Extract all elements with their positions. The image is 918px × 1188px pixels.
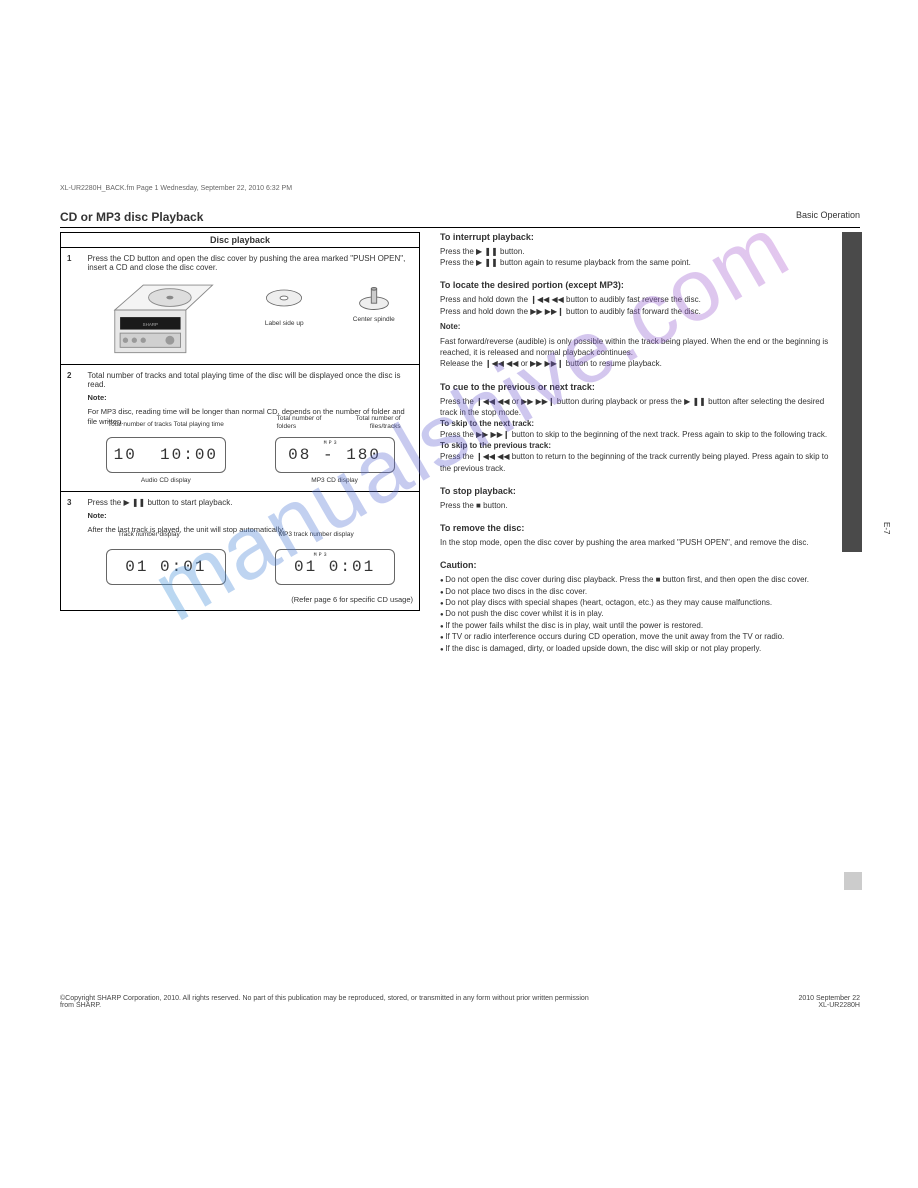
- caution-item: Do not push the disc cover whilst it is …: [440, 608, 840, 619]
- locate-title: To locate the desired portion (except MP…: [440, 280, 840, 290]
- caution-item: Do not play discs with special shapes (h…: [440, 597, 840, 608]
- caution-item: Do not open the disc cover during disc p…: [440, 574, 840, 585]
- file-header-line: XL-UR2280H_BACK.fm Page 1 Wednesday, Sep…: [60, 185, 860, 192]
- caution-list: Do not open the disc cover during disc p…: [440, 574, 840, 654]
- lcd-value-files: 180: [346, 446, 381, 464]
- cd-illustration: [264, 278, 304, 318]
- play-pause-icon: ▶ ❚❚: [476, 246, 498, 257]
- label-side-up: Label side up: [264, 320, 304, 328]
- interrupt-line1: Press the ▶ ❚❚ button.: [440, 246, 840, 257]
- lcd-panel: MP3 08 - 180: [275, 437, 395, 473]
- play-pause-icon: ▶ ❚❚: [123, 498, 145, 507]
- skip-back-body: Press the ❙◀◀ ◀◀ button to return to the…: [440, 451, 840, 473]
- play-pause-icon: ▶ ❚❚: [476, 257, 498, 268]
- caution-item: Do not place two discs in the disc cover…: [440, 586, 840, 597]
- interrupt-line2: Press the ▶ ❚❚ button again to resume pl…: [440, 257, 840, 268]
- spindle-illustration: [356, 278, 392, 314]
- step-3: 3 Press the ▶ ❚❚ button to start playbac…: [61, 492, 419, 610]
- forward-icon: ▶▶ ▶▶❙: [530, 358, 564, 369]
- forward-icon: ▶▶ ▶▶❙: [476, 429, 510, 440]
- locate-line2: Press and hold down the ▶▶ ▶▶❙ button to…: [440, 306, 840, 317]
- page-header: CD or MP3 disc Playback Basic Operation: [60, 210, 860, 228]
- forward-icon: ▶▶ ▶▶❙: [530, 306, 564, 317]
- play-pause-icon: ▶ ❚❚: [684, 396, 706, 407]
- lcd-value-tracks: 10: [114, 446, 137, 464]
- mp3-indicator: MP3: [324, 440, 339, 446]
- rewind-icon: ❙◀◀ ◀◀: [476, 396, 510, 407]
- stop-icon: ■: [476, 500, 481, 511]
- caution-block: Caution: Do not open the disc cover duri…: [440, 560, 840, 654]
- left-column: Disc playback 1 Press the CD button and …: [60, 232, 420, 666]
- remove-title: To remove the disc:: [440, 523, 840, 533]
- lcd-panel: MP3 01 0:01: [275, 549, 395, 585]
- page-subtitle: Basic Operation: [796, 210, 860, 224]
- lcd-value: 01 0:01: [125, 558, 206, 576]
- page-title: CD or MP3 disc Playback: [60, 210, 203, 224]
- copyright-footer: ©Copyright SHARP Corporation, 2010. All …: [60, 995, 860, 1009]
- cue-title: To cue to the previous or next track:: [440, 382, 840, 392]
- rewind-icon: ❙◀◀ ◀◀: [476, 451, 510, 462]
- svg-text:SHARP: SHARP: [142, 322, 157, 327]
- interrupt-title: To interrupt playback:: [440, 232, 840, 242]
- skip-fwd-body: Press the ▶▶ ▶▶❙ button to skip to the b…: [440, 429, 840, 440]
- lcd-value: 01 0:01: [294, 558, 375, 576]
- steps-table: Disc playback 1 Press the CD button and …: [60, 232, 420, 611]
- copyright-date: 2010 September 22: [799, 995, 861, 1002]
- playback-display: Track number display 01 0:01: [106, 549, 226, 585]
- lcd-value-time: 10:00: [160, 446, 218, 464]
- caution-item: If TV or radio interference occurs durin…: [440, 631, 840, 642]
- copyright-model: XL-UR2280H: [818, 1002, 860, 1009]
- mp3-playback-display: MP3 track number display MP3 01 0:01: [275, 549, 395, 585]
- manual-page: XL-UR2280H_BACK.fm Page 1 Wednesday, Sep…: [60, 185, 860, 666]
- page-tab: [844, 872, 862, 890]
- note-label: Note:: [440, 322, 460, 331]
- stereo-illustration: SHARP: [106, 278, 216, 358]
- step-1-images: SHARP: [87, 278, 413, 358]
- right-column: To interrupt playback: Press the ▶ ❚❚ bu…: [440, 232, 840, 666]
- lcd-panel: 10 10:00: [106, 437, 226, 473]
- cue-line1: Press the ❙◀◀ ◀◀ or ▶▶ ▶▶❙ button during…: [440, 396, 840, 418]
- step-number: 1: [67, 254, 71, 263]
- footer-reference: (Refer page 6 for specific CD usage): [87, 595, 413, 604]
- lcd-value-folders: 08: [288, 446, 311, 464]
- note-label: Note:: [87, 511, 106, 520]
- rewind-icon: ❙◀◀ ◀◀: [530, 294, 564, 305]
- step-number: 2: [67, 371, 71, 380]
- step-1: 1 Press the CD button and open the disc …: [61, 248, 419, 365]
- note-label: Note:: [87, 393, 106, 402]
- caution-item: If the disc is damaged, dirty, or loaded…: [440, 643, 840, 654]
- locate-note: Fast forward/reverse (audible) is only p…: [440, 336, 840, 358]
- lcd-panel: 01 0:01: [106, 549, 226, 585]
- mp3-cd-display: Total number of folders Total number of …: [275, 437, 395, 485]
- stop-text: Press the ■ button.: [440, 500, 840, 511]
- rewind-icon: ❙◀◀ ◀◀: [485, 358, 519, 369]
- center-spindle-label: Center spindle: [353, 316, 395, 324]
- locate-block: To locate the desired portion (except MP…: [440, 280, 840, 369]
- caution-item: If the power fails whilst the disc is in…: [440, 620, 840, 631]
- step-2: 2 Total number of tracks and total playi…: [61, 365, 419, 492]
- remove-text: In the stop mode, open the disc cover by…: [440, 537, 840, 548]
- skip-fwd-title: To skip to the next track:: [440, 419, 534, 428]
- audio-cd-display: Total number of tracks Total playing tim…: [106, 437, 226, 485]
- caution-title: Caution:: [440, 560, 840, 570]
- forward-icon: ▶▶ ▶▶❙: [521, 396, 555, 407]
- step-1-text: Press the CD button and open the disc co…: [87, 254, 413, 272]
- page-number-side: E-7: [882, 522, 891, 534]
- step-2-text: Total number of tracks and total playing…: [87, 371, 413, 389]
- step-number: 3: [67, 498, 71, 507]
- skip-back-title: To skip to the previous track:: [440, 441, 551, 450]
- stop-title: To stop playback:: [440, 486, 840, 496]
- stop-block: To stop playback: Press the ■ button.: [440, 486, 840, 511]
- step-3-text: Press the ▶ ❚❚ button to start playback.: [87, 498, 413, 507]
- interrupt-block: To interrupt playback: Press the ▶ ❚❚ bu…: [440, 232, 840, 268]
- remove-block: To remove the disc: In the stop mode, op…: [440, 523, 840, 548]
- cue-block: To cue to the previous or next track: Pr…: [440, 382, 840, 474]
- steps-title: Disc playback: [61, 233, 419, 248]
- locate-line3: Release the ❙◀◀ ◀◀ or ▶▶ ▶▶❙ button to r…: [440, 358, 840, 369]
- copyright-text: ©Copyright SHARP Corporation, 2010. All …: [60, 995, 600, 1009]
- locate-line1: Press and hold down the ❙◀◀ ◀◀ button to…: [440, 294, 840, 305]
- section-tab: [842, 232, 862, 552]
- mp3-indicator: MP3: [314, 552, 329, 558]
